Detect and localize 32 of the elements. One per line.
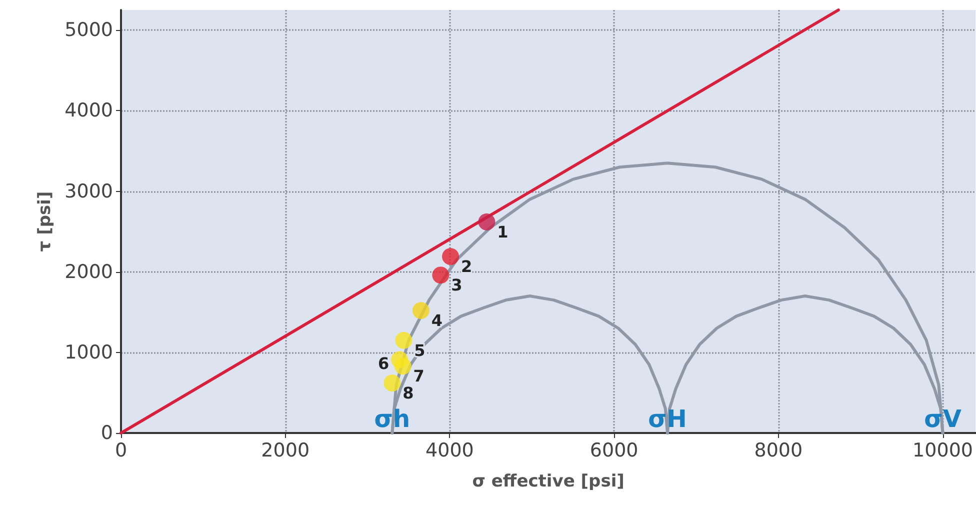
annotation: 5 [414,340,426,360]
y-tick-label: 3000 [64,180,113,202]
annotation: 2 [460,257,472,276]
annotation: σH [648,405,687,433]
y-tick-label: 1000 [64,341,113,364]
annotation: 3 [451,276,462,295]
annotation: 4 [431,311,443,330]
annotation: 8 [402,384,414,403]
x-axis-title: σ effective [psi] [472,472,624,492]
y-tick-label: 4000 [64,100,113,122]
point [384,374,401,392]
annotation: 7 [413,366,424,386]
x-tick-label: 10000 [912,440,974,462]
y-tick-label: 2000 [64,260,113,283]
x-tick-label: 4000 [426,440,474,462]
point [412,302,430,320]
annotation: 6 [378,354,390,374]
point [432,266,450,284]
point [395,332,412,349]
y-tick-label: 5000 [64,19,113,42]
annotation: 1 [497,222,508,242]
point [442,248,460,266]
x-tick-label: 6000 [590,440,638,462]
y-tick-label: 0 [100,422,113,444]
annotation: σV [924,405,962,433]
x-tick-label: 0 [114,440,128,462]
point [394,358,412,375]
annotation: σh [374,405,410,433]
point [478,213,496,230]
y-axis-title: τ [psi] [35,191,56,252]
x-tick-label: 2000 [261,440,310,462]
x-tick-label: 8000 [754,440,803,462]
